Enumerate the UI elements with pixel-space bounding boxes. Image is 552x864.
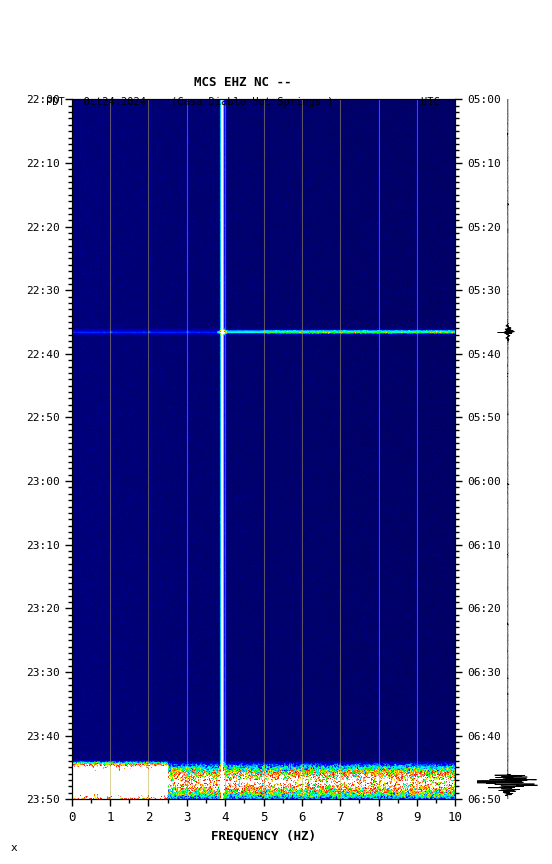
X-axis label: FREQUENCY (HZ): FREQUENCY (HZ)	[211, 829, 316, 842]
Text: x: x	[11, 843, 18, 853]
Text: MCS EHZ NC --: MCS EHZ NC --	[194, 76, 291, 89]
Text: PDT   Oct24,2024    (Casa Diablo Hot Springs )              UTC: PDT Oct24,2024 (Casa Diablo Hot Springs …	[46, 97, 440, 107]
